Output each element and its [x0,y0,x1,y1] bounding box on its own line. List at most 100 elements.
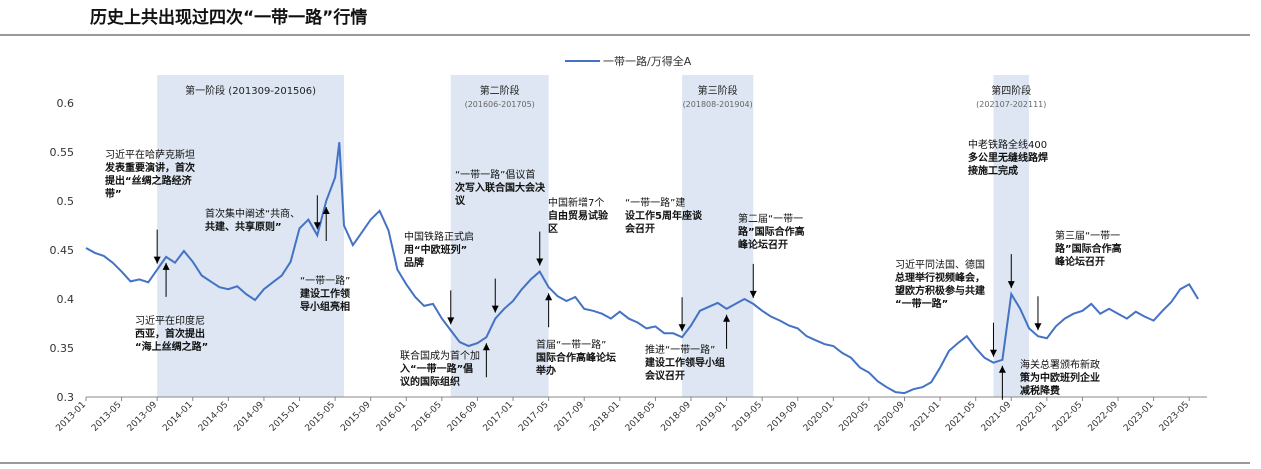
annotation-text: 中国铁路正式启 [404,230,474,243]
x-tick-label: 2022-01 [1015,400,1049,434]
annotation-text: 峰论坛召开 [738,238,788,251]
x-tick-label: 2021-09 [980,400,1014,434]
series-layer [85,142,1199,395]
annotation-text: 减税降费 [1020,384,1060,397]
annotation-text: 中国新增7个 [548,196,604,209]
annotation-text: 总理举行视频峰会， [895,271,985,284]
annotation-arrowhead [482,343,490,351]
annotation-arrowhead [313,222,321,230]
annotation-text: 议的国际组织 [400,375,460,388]
x-tick-label: 2018-09 [659,400,693,434]
annotation-text: 建设工作领导小组 [644,356,725,369]
x-tick-label: 2021-01 [909,400,943,434]
phase-bands: 第一阶段 (201309-201506) 第二阶段 (201606-201705) 第… [157,75,1046,397]
x-tick-label: 2016-01 [375,400,409,434]
phase-label: 第二阶段 [480,84,520,97]
y-tick-label: 0.55 [50,146,75,159]
x-tick-label: 2013-01 [54,400,88,434]
annotation-text: 发表重要演讲，首次 [104,161,195,174]
x-tick-label: 2014-01 [161,400,195,434]
annotation-arrowhead [1007,281,1015,289]
x-tick-label: 2023-01 [1122,400,1156,434]
annotation-text: 路”国际合作高 [1055,242,1122,255]
annotation-arrowhead [989,349,997,357]
annotation-text: “一带一路” [300,274,350,287]
annotation-arrowhead [322,207,330,214]
phase-band [157,75,345,397]
annotation-text: 次写入联合国大会决 [455,181,546,194]
x-tick-label: 2019-09 [766,400,800,434]
x-tick-label: 2020-05 [837,400,871,434]
x-tick-label: 2017-05 [517,400,551,434]
y-tick-label: 0.5 [57,195,75,208]
phase-label: 第三阶段 [698,84,738,97]
x-tick-label: 2014-09 [232,400,266,434]
x-tick-label: 2015-01 [268,400,302,434]
x-tick-label: 2015-09 [339,400,373,434]
x-tick-label: 2016-09 [446,400,480,434]
annotation-text: 西亚，首次提出 [135,327,205,340]
annotation-text: 入“一带一路”倡 [400,362,473,375]
annotation-text: 多公里无缝线路焊 [968,151,1048,164]
x-tick-label: 2019-05 [731,400,765,434]
phase-label: 第一阶段 (201309-201506) [185,84,316,97]
annotation-text: 议 [455,194,466,207]
annotation-arrowhead [491,305,499,313]
x-tick-label: 2023-05 [1158,400,1192,434]
phase-band [450,75,549,397]
annotation-text: 共建、共享原则” [205,220,282,233]
x-tick-label: 2016-05 [410,400,444,434]
annotation-text: 策为中欧班列企业 [1020,371,1100,384]
annotation-text: 会议召开 [645,369,685,382]
annotation-text: 首届“一带一路” [536,338,606,351]
x-tick-label: 2020-09 [873,400,907,434]
annotation-arrowhead [545,293,553,301]
annotation-text: 用“中欧班列” [403,243,467,256]
chart-title: 历史上共出现过四次“一带一路”行情 [90,7,367,28]
annotation-text: “一带一路”倡议首 [455,168,535,181]
x-tick-label: 2019-01 [695,400,729,434]
annotation-arrowhead [1034,323,1042,331]
annotation-text: 区 [548,223,558,235]
x-tick-label: 2018-05 [624,400,658,434]
x-tick-label: 2022-09 [1086,400,1120,434]
x-tick-label: 2017-01 [482,400,516,434]
annotation-text: 带” [105,187,122,200]
phase-label: 第四阶段 [991,84,1031,97]
annotation-arrowhead [678,324,686,332]
annotation-arrowhead [536,258,544,266]
y-tick-label: 0.3 [57,391,75,404]
annotation-text: 海关总署颁布新政 [1020,358,1100,371]
annotation-arrowhead [447,317,455,325]
annotation-text: 设工作5周年座谈 [625,209,703,222]
annotation-text: 自由贸易试验 [548,209,609,222]
y-tick-label: 0.35 [50,342,75,355]
annotation-text: 举办 [535,364,556,377]
x-tick-label: 2018-01 [588,400,622,434]
annotation-text: 第二届“一带一 [738,212,803,225]
annotation-arrowhead [998,365,1006,373]
phase-band [993,75,1030,397]
legend: 一带一路/万得全A [565,54,692,68]
phase-sublabel: (201606-201705) [465,100,535,109]
annotation-text: 联合国成为首个加 [400,349,480,362]
annotation-text: 望欧方积极参与共建 [895,284,986,297]
annotation-text: “一带一路” [895,297,948,310]
y-tick-label: 0.4 [57,293,75,306]
annotation-text: 习近平在哈萨克斯坦 [105,148,195,161]
annotation-text: 推进“一带一路” [645,343,715,356]
x-tick-label: 2017-09 [553,400,587,434]
x-tick-label: 2022-05 [1051,400,1085,434]
phase-band [682,75,754,397]
annotation-arrowhead [162,262,170,270]
annotation-text: 习近平同法国、德国 [895,258,985,271]
annotation-text: 建设工作领 [299,287,350,300]
y-tick-label: 0.6 [57,97,75,110]
annotation-arrowhead [749,290,757,298]
x-tick-label: 2020-01 [802,400,836,434]
annotation-text: 会召开 [625,222,655,235]
annotation-text: “海上丝绸之路” [135,340,208,353]
annotation-text: 首次集中阐述“共商、 [205,207,300,220]
